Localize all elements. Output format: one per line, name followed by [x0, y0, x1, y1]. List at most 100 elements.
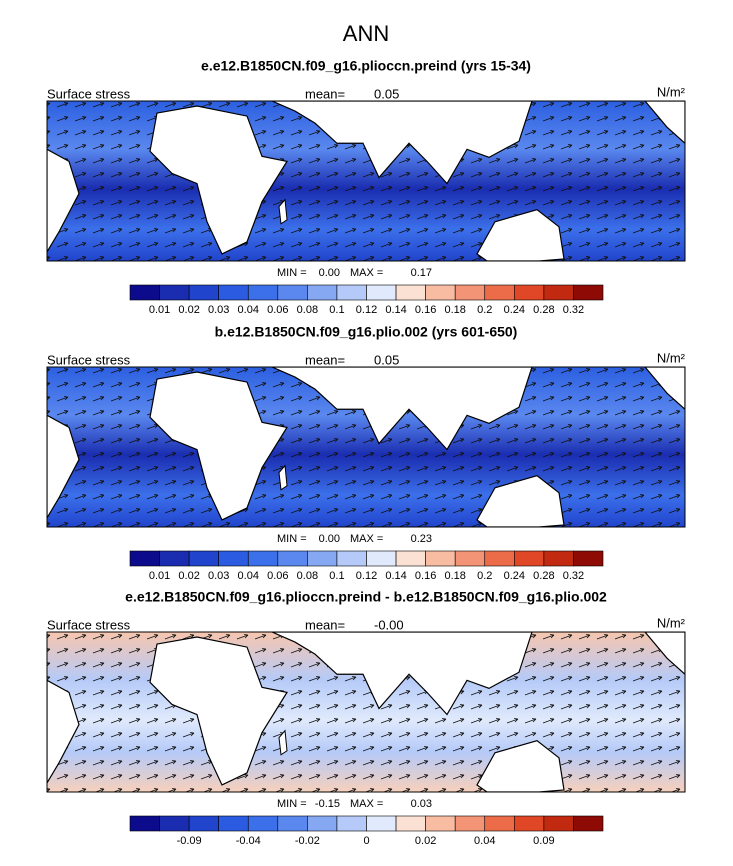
- colorbar-box: [188, 550, 219, 567]
- colorbar-label: 0.09: [533, 835, 554, 847]
- colorbar-label: 0.06: [267, 570, 288, 582]
- colorbar-box: [366, 284, 397, 301]
- colorbar-box: [159, 550, 190, 567]
- colorbar-label: 0.28: [533, 570, 554, 582]
- colorbar-box: [159, 815, 190, 832]
- colorbar-box: [307, 550, 338, 567]
- colorbar-label: 0.02: [178, 304, 199, 316]
- colorbar-box: [543, 284, 574, 301]
- colorbar-label: 0.08: [297, 304, 318, 316]
- colorbar-box: [395, 815, 426, 832]
- colorbar-box: [484, 815, 515, 832]
- colorbar-box: [218, 550, 249, 567]
- colorbar-box: [247, 550, 279, 567]
- min-label: MIN =: [277, 533, 307, 545]
- colorbar-label: 0.1: [329, 304, 344, 316]
- colorbar-box: [454, 284, 486, 301]
- colorbar-box: [573, 815, 604, 832]
- colorbar-label: 0.06: [267, 304, 288, 316]
- max-value: 0.03: [411, 798, 432, 810]
- units-label: N/m²: [657, 615, 686, 630]
- colorbar-box: [218, 815, 249, 832]
- colorbar-label: 0.04: [474, 835, 495, 847]
- colorbar-label: 0.14: [385, 570, 406, 582]
- colorbar-label: 0: [363, 835, 369, 847]
- map-frame: [46, 366, 686, 528]
- colorbar-box: [425, 284, 456, 301]
- colorbar-label: 0.08: [297, 570, 318, 582]
- panel-title: e.e12.B1850CN.f09_g16.plioccn.preind - b…: [125, 589, 607, 605]
- colorbar-box: [425, 550, 456, 567]
- colorbar-box: [336, 550, 367, 567]
- colorbar-label: 0.16: [415, 304, 436, 316]
- colorbar-box: [573, 550, 604, 567]
- colorbar-box: [543, 815, 574, 832]
- map-frame: [46, 631, 686, 793]
- colorbar-box: [336, 815, 367, 832]
- colorbar-label: -0.09: [177, 835, 202, 847]
- field-label: Surface stress: [47, 352, 131, 367]
- mean-label: mean=: [305, 617, 345, 632]
- colorbar-box: [336, 284, 367, 301]
- colorbar-box: [247, 284, 279, 301]
- units-label: N/m²: [657, 350, 686, 365]
- colorbar-box: [425, 815, 456, 832]
- colorbar-label: 0.32: [563, 304, 584, 316]
- min-value: -0.15: [315, 798, 340, 810]
- max-label: MAX =: [350, 533, 383, 545]
- max-value: 0.23: [411, 533, 432, 545]
- colorbar-box: [277, 815, 308, 832]
- max-label: MAX =: [350, 267, 383, 279]
- colorbar-box: [543, 550, 574, 567]
- colorbar-label: 0.24: [504, 570, 525, 582]
- panel-title: e.e12.B1850CN.f09_g16.plioccn.preind (yr…: [201, 58, 531, 74]
- colorbar-box: [514, 815, 545, 832]
- max-label: MAX =: [350, 798, 383, 810]
- colorbar-label: 0.24: [504, 304, 525, 316]
- figure-title: ANN: [343, 21, 389, 46]
- colorbar-label: 0.02: [178, 570, 199, 582]
- colorbar-box: [454, 550, 486, 567]
- colorbar-box: [484, 550, 515, 567]
- colorbar-box: [277, 550, 308, 567]
- min-label: MIN =: [277, 267, 307, 279]
- colorbar-box: [159, 284, 190, 301]
- field-label: Surface stress: [47, 617, 131, 632]
- colorbar-label: 0.01: [149, 570, 170, 582]
- colorbar-box: [129, 550, 160, 567]
- colorbar-box: [366, 815, 397, 832]
- colorbar-label: 0.12: [356, 304, 377, 316]
- colorbar-label: 0.14: [385, 304, 406, 316]
- colorbar-label: 0.01: [149, 304, 170, 316]
- colorbar-label: 0.03: [208, 570, 229, 582]
- colorbar-label: 0.02: [415, 835, 436, 847]
- mean-label: mean=: [305, 86, 345, 101]
- max-value: 0.17: [411, 267, 432, 279]
- colorbar-box: [129, 815, 160, 832]
- colorbar-box: [218, 284, 249, 301]
- colorbar-box: [188, 815, 219, 832]
- colorbar-box: [395, 284, 426, 301]
- colorbar-box: [247, 815, 279, 832]
- colorbar-label: 0.32: [563, 570, 584, 582]
- mean-label: mean=: [305, 352, 345, 367]
- map-frame: [46, 100, 686, 262]
- min-value: 0.00: [319, 267, 340, 279]
- colorbar-box: [454, 815, 486, 832]
- colorbar-box: [395, 550, 426, 567]
- colorbar-label: -0.04: [236, 835, 261, 847]
- colorbar-label: 0.12: [356, 570, 377, 582]
- min-value: 0.00: [319, 533, 340, 545]
- colorbar-label: 0.2: [477, 304, 492, 316]
- colorbar-label: 0.18: [444, 570, 465, 582]
- colorbar-box: [307, 284, 338, 301]
- mean-value: 0.05: [374, 86, 399, 101]
- mean-value: 0.05: [374, 352, 399, 367]
- colorbar-label: 0.1: [329, 570, 344, 582]
- panel-title: b.e12.B1850CN.f09_g16.plio.002 (yrs 601-…: [215, 324, 518, 340]
- colorbar-label: 0.16: [415, 570, 436, 582]
- colorbar-label: 0.03: [208, 304, 229, 316]
- colorbar-label: -0.02: [295, 835, 320, 847]
- mean-value: -0.00: [374, 617, 404, 632]
